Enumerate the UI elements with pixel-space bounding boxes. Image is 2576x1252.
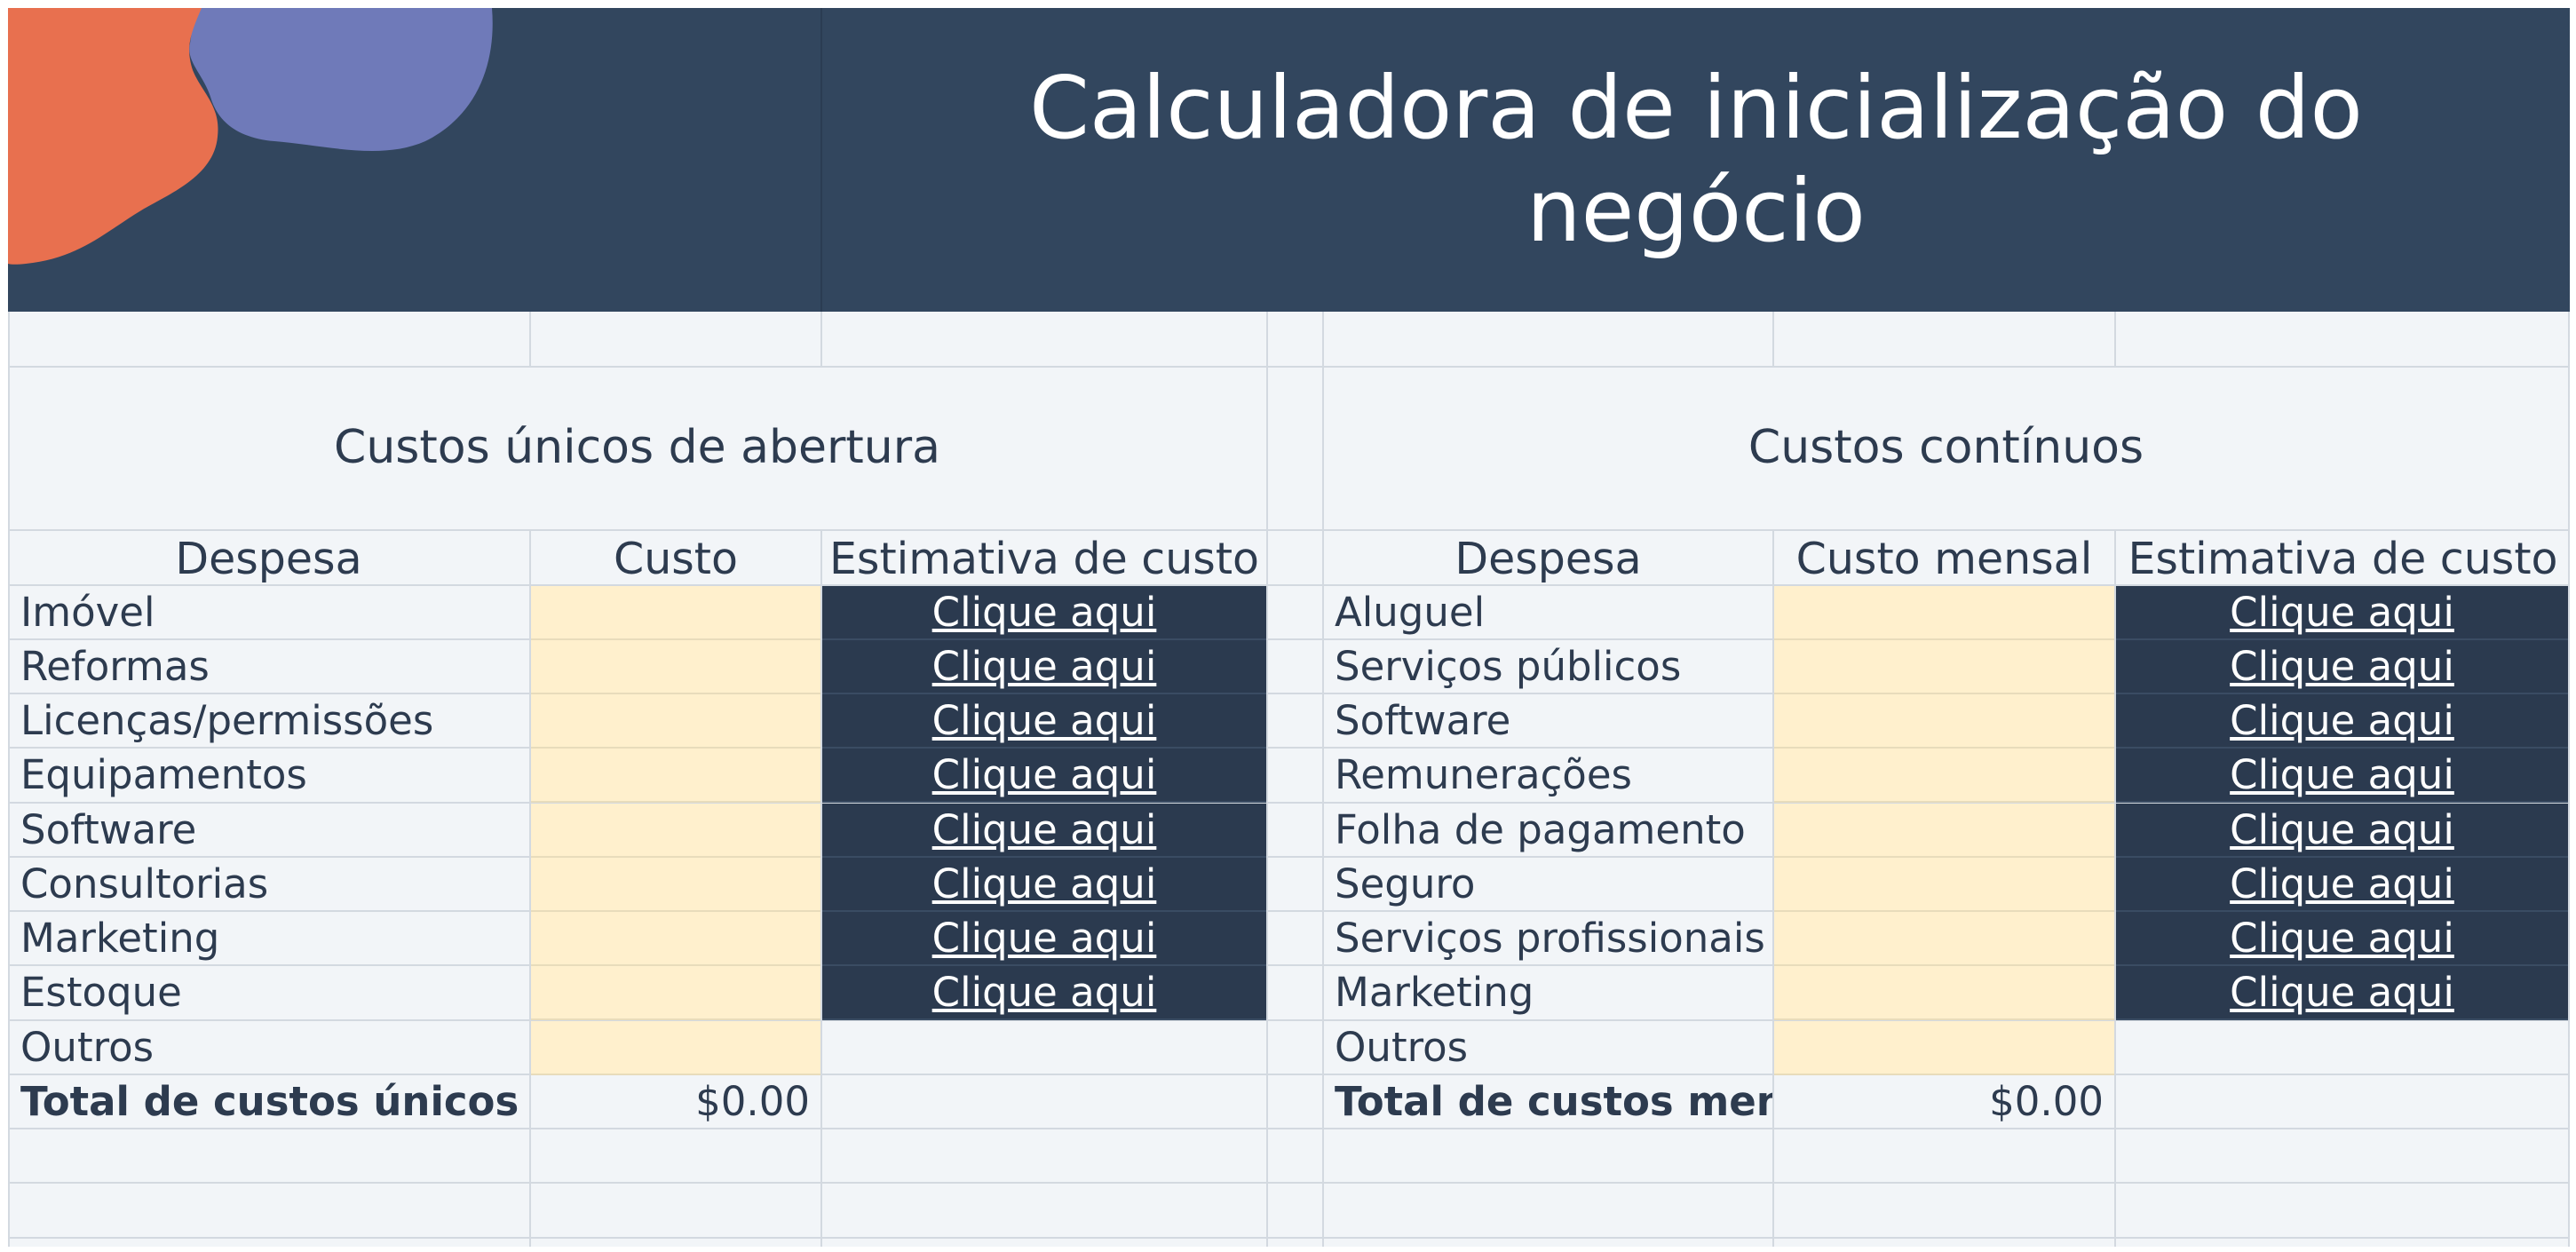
left-estimate-cell: Clique aqui: [822, 586, 1266, 640]
left-cost-input[interactable]: [531, 912, 820, 966]
left-cost-input[interactable]: [531, 804, 820, 858]
estimate-link[interactable]: Clique aqui: [2230, 806, 2454, 853]
right-cost-input[interactable]: [1774, 749, 2114, 803]
left-estimate-cell: Clique aqui: [822, 966, 1266, 1020]
right-row-label: Serviços profissionais: [1335, 915, 1765, 962]
left-row-label: Outros: [20, 1024, 155, 1071]
estimate-link[interactable]: Clique aqui: [2230, 860, 2454, 907]
right-row-label: Aluguel: [1335, 589, 1486, 636]
estimate-link[interactable]: Clique aqui: [931, 751, 1157, 798]
estimate-link[interactable]: Clique aqui: [931, 697, 1157, 744]
right-cost-input[interactable]: [1774, 966, 2114, 1020]
estimate-link[interactable]: Clique aqui: [931, 589, 1157, 636]
estimate-link[interactable]: Clique aqui: [2230, 751, 2454, 798]
right-cost-input[interactable]: [1774, 694, 2114, 749]
right-estimate-cell: Clique aqui: [2116, 804, 2568, 858]
left-header-cost: Custo: [614, 533, 738, 584]
left-row-label: Imóvel: [20, 589, 155, 636]
left-estimate-cell: Clique aqui: [822, 694, 1266, 749]
left-row-label: Marketing: [20, 915, 220, 962]
left-row-label: Reformas: [20, 643, 210, 690]
left-cost-input[interactable]: [531, 966, 820, 1020]
estimate-link[interactable]: Clique aqui: [2230, 969, 2454, 1016]
left-cost-input[interactable]: [531, 640, 820, 694]
right-header-estimate: Estimativa de custo: [2128, 533, 2558, 584]
right-estimate-cell: Clique aqui: [2116, 749, 2568, 803]
right-estimate-cell: Clique aqui: [2116, 858, 2568, 912]
section-title-one-time: Custos únicos de abertura: [334, 421, 940, 474]
left-estimate-cell: Clique aqui: [822, 749, 1266, 803]
left-header-expense: Despesa: [175, 533, 362, 584]
estimate-link[interactable]: Clique aqui: [931, 860, 1157, 907]
right-estimate-cell: Clique aqui: [2116, 640, 2568, 694]
left-total-label: Total de custos únicos: [20, 1078, 519, 1125]
right-header-monthly-cost: Custo mensal: [1795, 533, 2093, 584]
header-banner: Calculadora de inicialização do negócio: [8, 8, 2570, 312]
right-estimate-cell: Clique aqui: [2116, 966, 2568, 1020]
right-cost-input[interactable]: [1774, 640, 2114, 694]
right-cost-input[interactable]: [1774, 586, 2114, 640]
estimate-link[interactable]: Clique aqui: [2230, 915, 2454, 962]
left-estimate-cell: Clique aqui: [822, 804, 1266, 858]
estimate-link[interactable]: Clique aqui: [931, 806, 1157, 853]
right-row-label: Software: [1335, 697, 1511, 744]
right-row-label: Marketing: [1335, 969, 1534, 1016]
estimate-link[interactable]: Clique aqui: [2230, 697, 2454, 744]
right-estimate-cell: Clique aqui: [2116, 694, 2568, 749]
right-row-label: Outros: [1335, 1024, 1469, 1071]
left-estimate-cell: Clique aqui: [822, 858, 1266, 912]
right-row-label: Serviços públicos: [1335, 643, 1682, 690]
right-row-label: Seguro: [1335, 860, 1476, 907]
left-row-label: Software: [20, 806, 197, 853]
left-row-label: Estoque: [20, 969, 182, 1016]
right-estimate-cell: Clique aqui: [2116, 586, 2568, 640]
left-row-label: Equipamentos: [20, 751, 307, 798]
left-cost-input[interactable]: [531, 694, 820, 749]
right-estimate-cell: Clique aqui: [2116, 912, 2568, 966]
right-cost-input[interactable]: [1774, 804, 2114, 858]
right-header-expense: Despesa: [1454, 533, 1642, 584]
section-title-ongoing: Custos contínuos: [1748, 421, 2144, 474]
left-estimate-cell: Clique aqui: [822, 912, 1266, 966]
left-header-estimate: Estimativa de custo: [828, 533, 1260, 584]
left-estimate-cell: Clique aqui: [822, 640, 1266, 694]
left-cost-input[interactable]: [531, 749, 820, 803]
right-row-label: Folha de pagamento: [1335, 806, 1746, 853]
left-row-label: Consultorias: [20, 860, 269, 907]
decorative-blob-logo: [8, 8, 493, 265]
estimate-link[interactable]: Clique aqui: [931, 969, 1157, 1016]
estimate-link[interactable]: Clique aqui: [2230, 589, 2454, 636]
right-cost-input[interactable]: [1774, 912, 2114, 966]
left-cost-input[interactable]: [531, 586, 820, 640]
estimate-link[interactable]: Clique aqui: [931, 915, 1157, 962]
right-cost-input[interactable]: [1774, 1021, 2114, 1075]
left-row-label: Licenças/permissões: [20, 697, 434, 744]
estimate-link[interactable]: Clique aqui: [2230, 643, 2454, 690]
estimate-link[interactable]: Clique aqui: [931, 643, 1157, 690]
right-row-label: Remunerações: [1335, 751, 1632, 798]
left-cost-input[interactable]: [531, 1021, 820, 1075]
left-total-value: $0.00: [695, 1078, 810, 1125]
left-cost-input[interactable]: [531, 858, 820, 912]
page-title: Calculadora de inicialização do negócio: [1029, 57, 2363, 261]
spreadsheet: Calculadora de inicialização do negócio …: [8, 8, 2570, 1247]
right-total-label: Total de custos mensais: [1335, 1078, 1772, 1125]
right-total-value: $0.00: [1989, 1078, 2104, 1125]
right-cost-input[interactable]: [1774, 858, 2114, 912]
